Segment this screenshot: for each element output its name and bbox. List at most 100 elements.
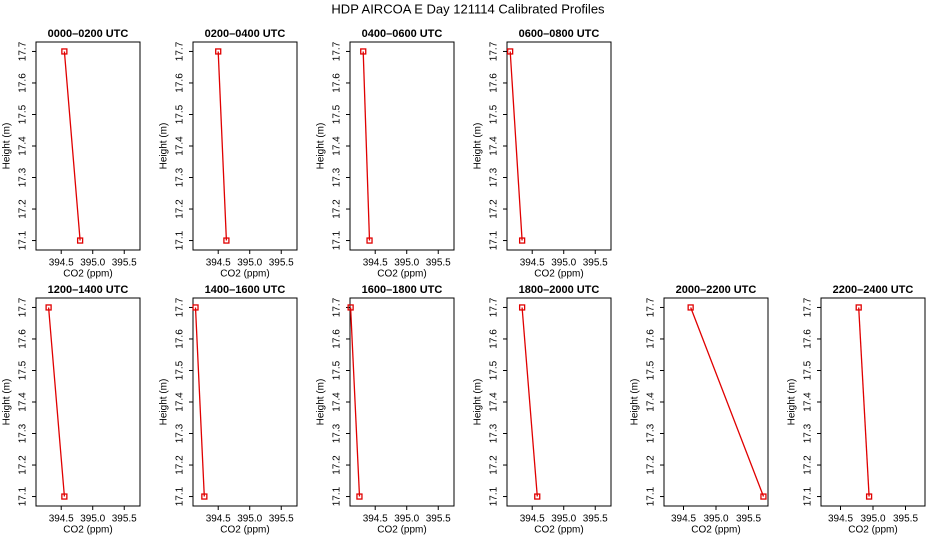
panel-title: 0000–0200 UTC <box>48 28 129 40</box>
y-tick-label: 17.4 <box>18 136 29 156</box>
x-tick-label: 395.0 <box>80 258 105 269</box>
x-tick-label: 395.0 <box>237 514 262 525</box>
y-tick-label: 17.3 <box>646 423 657 443</box>
y-tick-label: 17.5 <box>332 104 343 124</box>
x-tick-label: 395.0 <box>394 514 419 525</box>
y-tick-label: 17.5 <box>175 104 186 124</box>
data-point <box>855 304 862 311</box>
profile-line <box>217 51 228 241</box>
y-tick-label: 17.5 <box>175 360 186 380</box>
panel-title: 0600–0800 UTC <box>519 28 600 40</box>
x-tick-label: 395.0 <box>237 258 262 269</box>
data-point <box>687 304 694 311</box>
x-tick-label: 395.5 <box>736 514 761 525</box>
y-tick-label: 17.6 <box>18 73 29 93</box>
page-title: HDP AIRCOA E Day 121114 Calibrated Profi… <box>331 1 605 16</box>
y-tick-label: 17.7 <box>489 41 500 61</box>
y-tick-label: 17.4 <box>489 392 500 412</box>
x-tick-label: 395.0 <box>394 258 419 269</box>
profile-line <box>858 307 870 497</box>
y-tick-label: 17.7 <box>18 41 29 61</box>
y-tick-label: 17.2 <box>18 199 29 219</box>
x-tick-label: 395.5 <box>269 258 294 269</box>
profile-line <box>690 307 765 497</box>
x-axis-label: CO2 (ppm) <box>377 269 426 280</box>
data-point <box>518 304 526 311</box>
plot-frame <box>506 297 612 507</box>
y-tick-label: 17.3 <box>489 423 500 443</box>
y-axis-label: Height (m) <box>630 379 641 426</box>
profile-line <box>194 307 205 497</box>
y-tick-label: 17.6 <box>175 329 186 349</box>
y-tick-label: 17.1 <box>175 486 186 506</box>
x-axis-label: CO2 (ppm) <box>220 269 269 280</box>
y-axis-label: Height (m) <box>316 123 327 170</box>
y-tick-label: 17.3 <box>18 167 29 187</box>
x-tick-label: 394.5 <box>363 258 388 269</box>
y-tick-label: 17.6 <box>175 73 186 93</box>
data-point <box>76 237 84 244</box>
plot-frame <box>820 297 926 507</box>
y-tick-label: 17.1 <box>646 486 657 506</box>
x-tick-label: 395.0 <box>551 514 576 525</box>
profile-line <box>47 307 66 497</box>
y-axis-label: Height (m) <box>159 379 170 426</box>
x-axis-label: CO2 (ppm) <box>63 525 112 536</box>
y-tick-label: 17.4 <box>18 392 29 412</box>
y-tick-label: 17.4 <box>175 136 186 156</box>
y-tick-label: 17.1 <box>489 486 500 506</box>
plot-frame <box>349 41 455 251</box>
y-axis-label: Height (m) <box>2 123 13 170</box>
y-tick-label: 17.7 <box>489 297 500 317</box>
x-tick-label: 395.5 <box>269 514 294 525</box>
x-axis-label: CO2 (ppm) <box>220 525 269 536</box>
y-tick-label: 17.7 <box>646 297 657 317</box>
x-tick-label: 395.0 <box>551 258 576 269</box>
x-tick-label: 395.5 <box>426 258 451 269</box>
y-tick-label: 17.1 <box>18 486 29 506</box>
x-tick-label: 395.5 <box>583 514 608 525</box>
data-point <box>366 237 373 244</box>
y-tick-label: 17.2 <box>646 455 657 475</box>
profile-line <box>63 51 81 241</box>
x-tick-label: 394.5 <box>671 514 696 525</box>
x-tick-label: 394.5 <box>206 258 231 269</box>
y-axis-label: Height (m) <box>787 379 798 426</box>
y-tick-label: 17.4 <box>332 392 343 412</box>
y-tick-label: 17.2 <box>175 199 186 219</box>
panel-title: 1400–1600 UTC <box>205 284 286 296</box>
data-point <box>534 493 541 500</box>
y-axis-label: Height (m) <box>159 123 170 170</box>
y-tick-label: 17.2 <box>489 455 500 475</box>
plot-frame <box>663 297 769 507</box>
y-tick-label: 17.2 <box>175 455 186 475</box>
y-tick-label: 17.5 <box>18 104 29 124</box>
panel-title: 1200–1400 UTC <box>48 284 129 296</box>
y-tick-label: 17.6 <box>489 329 500 349</box>
x-axis-label: CO2 (ppm) <box>377 525 426 536</box>
y-tick-label: 17.2 <box>18 455 29 475</box>
profile-line <box>362 51 371 241</box>
x-tick-label: 394.5 <box>363 514 388 525</box>
y-tick-label: 17.7 <box>18 297 29 317</box>
y-tick-label: 17.3 <box>175 167 186 187</box>
x-tick-label: 394.5 <box>520 258 545 269</box>
y-tick-label: 17.4 <box>646 392 657 412</box>
y-tick-label: 17.5 <box>803 360 814 380</box>
profile-line <box>349 307 361 497</box>
x-axis-label: CO2 (ppm) <box>691 525 740 536</box>
y-tick-label: 17.5 <box>489 104 500 124</box>
data-point <box>61 48 68 55</box>
y-tick-label: 17.3 <box>332 423 343 443</box>
panel-title: 0400–0600 UTC <box>362 28 443 40</box>
y-tick-label: 17.2 <box>332 199 343 219</box>
data-point <box>347 304 354 311</box>
y-tick-label: 17.6 <box>332 329 343 349</box>
panel-title: 0200–0400 UTC <box>205 28 286 40</box>
data-point <box>215 48 222 55</box>
y-tick-label: 17.3 <box>803 423 814 443</box>
x-axis-label: CO2 (ppm) <box>534 269 583 280</box>
y-tick-label: 17.5 <box>18 360 29 380</box>
y-axis-label: Height (m) <box>2 379 13 426</box>
